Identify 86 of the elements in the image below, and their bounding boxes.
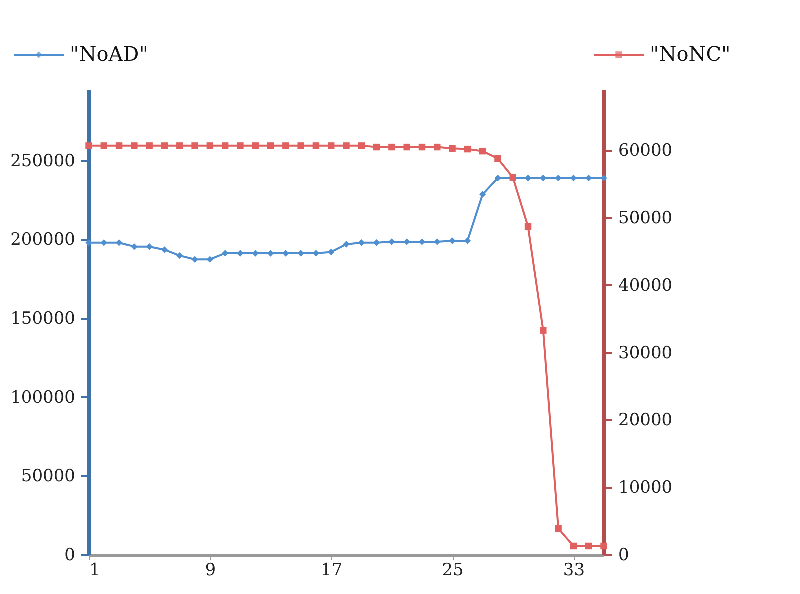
point xyxy=(449,238,456,244)
y-tick-label: 150000 xyxy=(10,309,76,330)
point xyxy=(540,327,547,334)
x-tick-label: 1 xyxy=(90,560,100,580)
point xyxy=(161,142,168,150)
point xyxy=(116,142,123,150)
point xyxy=(222,250,229,257)
point xyxy=(418,144,426,151)
point xyxy=(146,243,153,250)
point xyxy=(86,240,92,246)
point xyxy=(206,142,214,150)
point xyxy=(206,256,214,263)
point xyxy=(298,250,304,257)
point xyxy=(192,256,198,263)
point xyxy=(494,174,502,182)
point xyxy=(116,240,123,246)
point xyxy=(86,142,92,150)
point xyxy=(267,142,274,150)
point xyxy=(343,241,350,248)
y-tick-label: 0 xyxy=(64,546,76,566)
point xyxy=(388,238,396,246)
point xyxy=(373,144,380,151)
point xyxy=(328,142,335,150)
point xyxy=(343,142,350,150)
point xyxy=(464,146,472,153)
point xyxy=(358,142,365,150)
y2-tick-label: 20000 xyxy=(618,410,673,431)
point xyxy=(494,155,502,162)
x-tick-label: 9 xyxy=(205,560,216,580)
point xyxy=(570,174,578,182)
point xyxy=(252,142,259,150)
y-tick-label: 50000 xyxy=(21,466,76,487)
point xyxy=(192,142,198,150)
point xyxy=(404,144,410,151)
point xyxy=(146,142,153,150)
point xyxy=(222,142,229,150)
point xyxy=(328,248,335,256)
x-tick-label: 33 xyxy=(563,560,586,580)
point xyxy=(252,250,259,257)
point xyxy=(358,240,365,246)
legend-label: "NoNC" xyxy=(650,42,731,66)
point xyxy=(479,148,486,155)
point xyxy=(600,542,608,550)
point xyxy=(373,240,380,246)
point xyxy=(464,238,472,244)
point xyxy=(555,525,562,532)
point xyxy=(282,250,290,257)
y2-tick-label: 30000 xyxy=(618,343,673,364)
point xyxy=(449,145,456,152)
legend-label: "NoAD" xyxy=(70,42,148,66)
y2-tick-label: 60000 xyxy=(618,141,673,162)
point xyxy=(600,174,608,182)
point xyxy=(282,142,290,150)
y-tick-label: 200000 xyxy=(10,230,76,250)
point xyxy=(479,191,486,198)
point xyxy=(388,144,396,151)
point xyxy=(100,142,108,150)
y2-tick-label: 40000 xyxy=(618,276,673,296)
point xyxy=(555,174,562,182)
point xyxy=(298,142,304,150)
point xyxy=(404,238,410,246)
x-tick-label: 25 xyxy=(442,560,464,580)
point xyxy=(586,174,592,182)
point xyxy=(176,252,184,260)
point xyxy=(100,240,108,246)
y2-tick-label: 0 xyxy=(618,546,630,566)
point xyxy=(131,243,138,250)
point xyxy=(176,142,184,150)
point xyxy=(434,144,441,151)
y-tick-label: 100000 xyxy=(10,388,76,408)
point xyxy=(524,174,532,182)
point xyxy=(540,174,547,182)
point xyxy=(161,246,168,254)
point xyxy=(237,250,244,257)
point xyxy=(131,142,138,150)
y2-tick-label: 50000 xyxy=(618,208,673,229)
point xyxy=(524,223,532,230)
point xyxy=(312,142,320,150)
point xyxy=(586,542,592,550)
x-tick-label: 17 xyxy=(321,560,343,580)
point xyxy=(237,142,244,150)
y-tick-label: 250000 xyxy=(10,151,76,172)
point xyxy=(570,542,578,550)
point xyxy=(434,238,441,246)
point xyxy=(312,250,320,257)
y2-tick-label: 10000 xyxy=(618,478,673,498)
